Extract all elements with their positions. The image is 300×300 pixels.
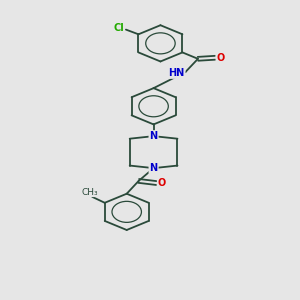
Text: O: O [217,53,225,63]
Text: CH₃: CH₃ [82,188,98,196]
Text: N: N [149,131,158,141]
Text: HN: HN [168,68,184,78]
Text: N: N [149,163,158,173]
Text: Cl: Cl [114,23,124,33]
Text: O: O [158,178,166,188]
